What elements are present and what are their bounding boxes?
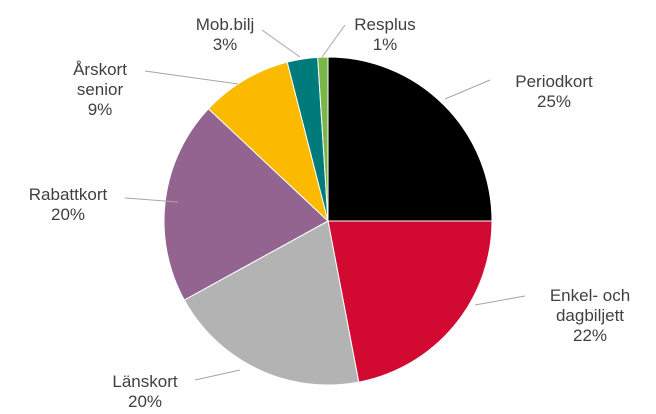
pie-slice (327, 220, 493, 383)
leader-line (444, 79, 491, 100)
leader-line (144, 70, 239, 85)
leader-line (124, 197, 179, 203)
value-label: 20% (50, 205, 86, 224)
leader-line (321, 24, 346, 58)
category-label: Rabattkort (28, 185, 108, 204)
leader-line (194, 369, 241, 381)
pie-slice (317, 56, 329, 222)
slice-label: Länskort 20% (95, 372, 195, 412)
category-label: Periodkort (515, 72, 593, 91)
category-label: Resplus (354, 15, 416, 34)
category-label: Årskort senior (73, 60, 127, 99)
category-label: Länskort (112, 372, 178, 391)
slice-label: Mob.bilj 3% (185, 15, 265, 55)
pie-slice (207, 61, 329, 223)
slice-label: Rabattkort 20% (13, 185, 123, 225)
slice-label: Årskort senior 9% (60, 60, 140, 120)
pie-slice (163, 108, 329, 301)
pie-slice (327, 56, 493, 222)
leader-line (261, 29, 301, 58)
category-label: Mob.bilj (195, 15, 255, 34)
value-label: 1% (372, 35, 398, 54)
value-label: 25% (536, 92, 572, 111)
slice-label: Resplus 1% (340, 15, 430, 55)
value-label: 9% (87, 100, 113, 119)
category-label: Enkel- och dagbiljett (549, 286, 631, 325)
value-label: 3% (212, 35, 238, 54)
slice-label: Enkel- och dagbiljett 22% (535, 286, 645, 346)
value-label: 20% (127, 392, 163, 411)
leader-line (474, 295, 526, 306)
value-label: 22% (572, 326, 608, 345)
pie-slice (183, 220, 360, 386)
slice-label: Periodkort 25% (494, 72, 614, 112)
